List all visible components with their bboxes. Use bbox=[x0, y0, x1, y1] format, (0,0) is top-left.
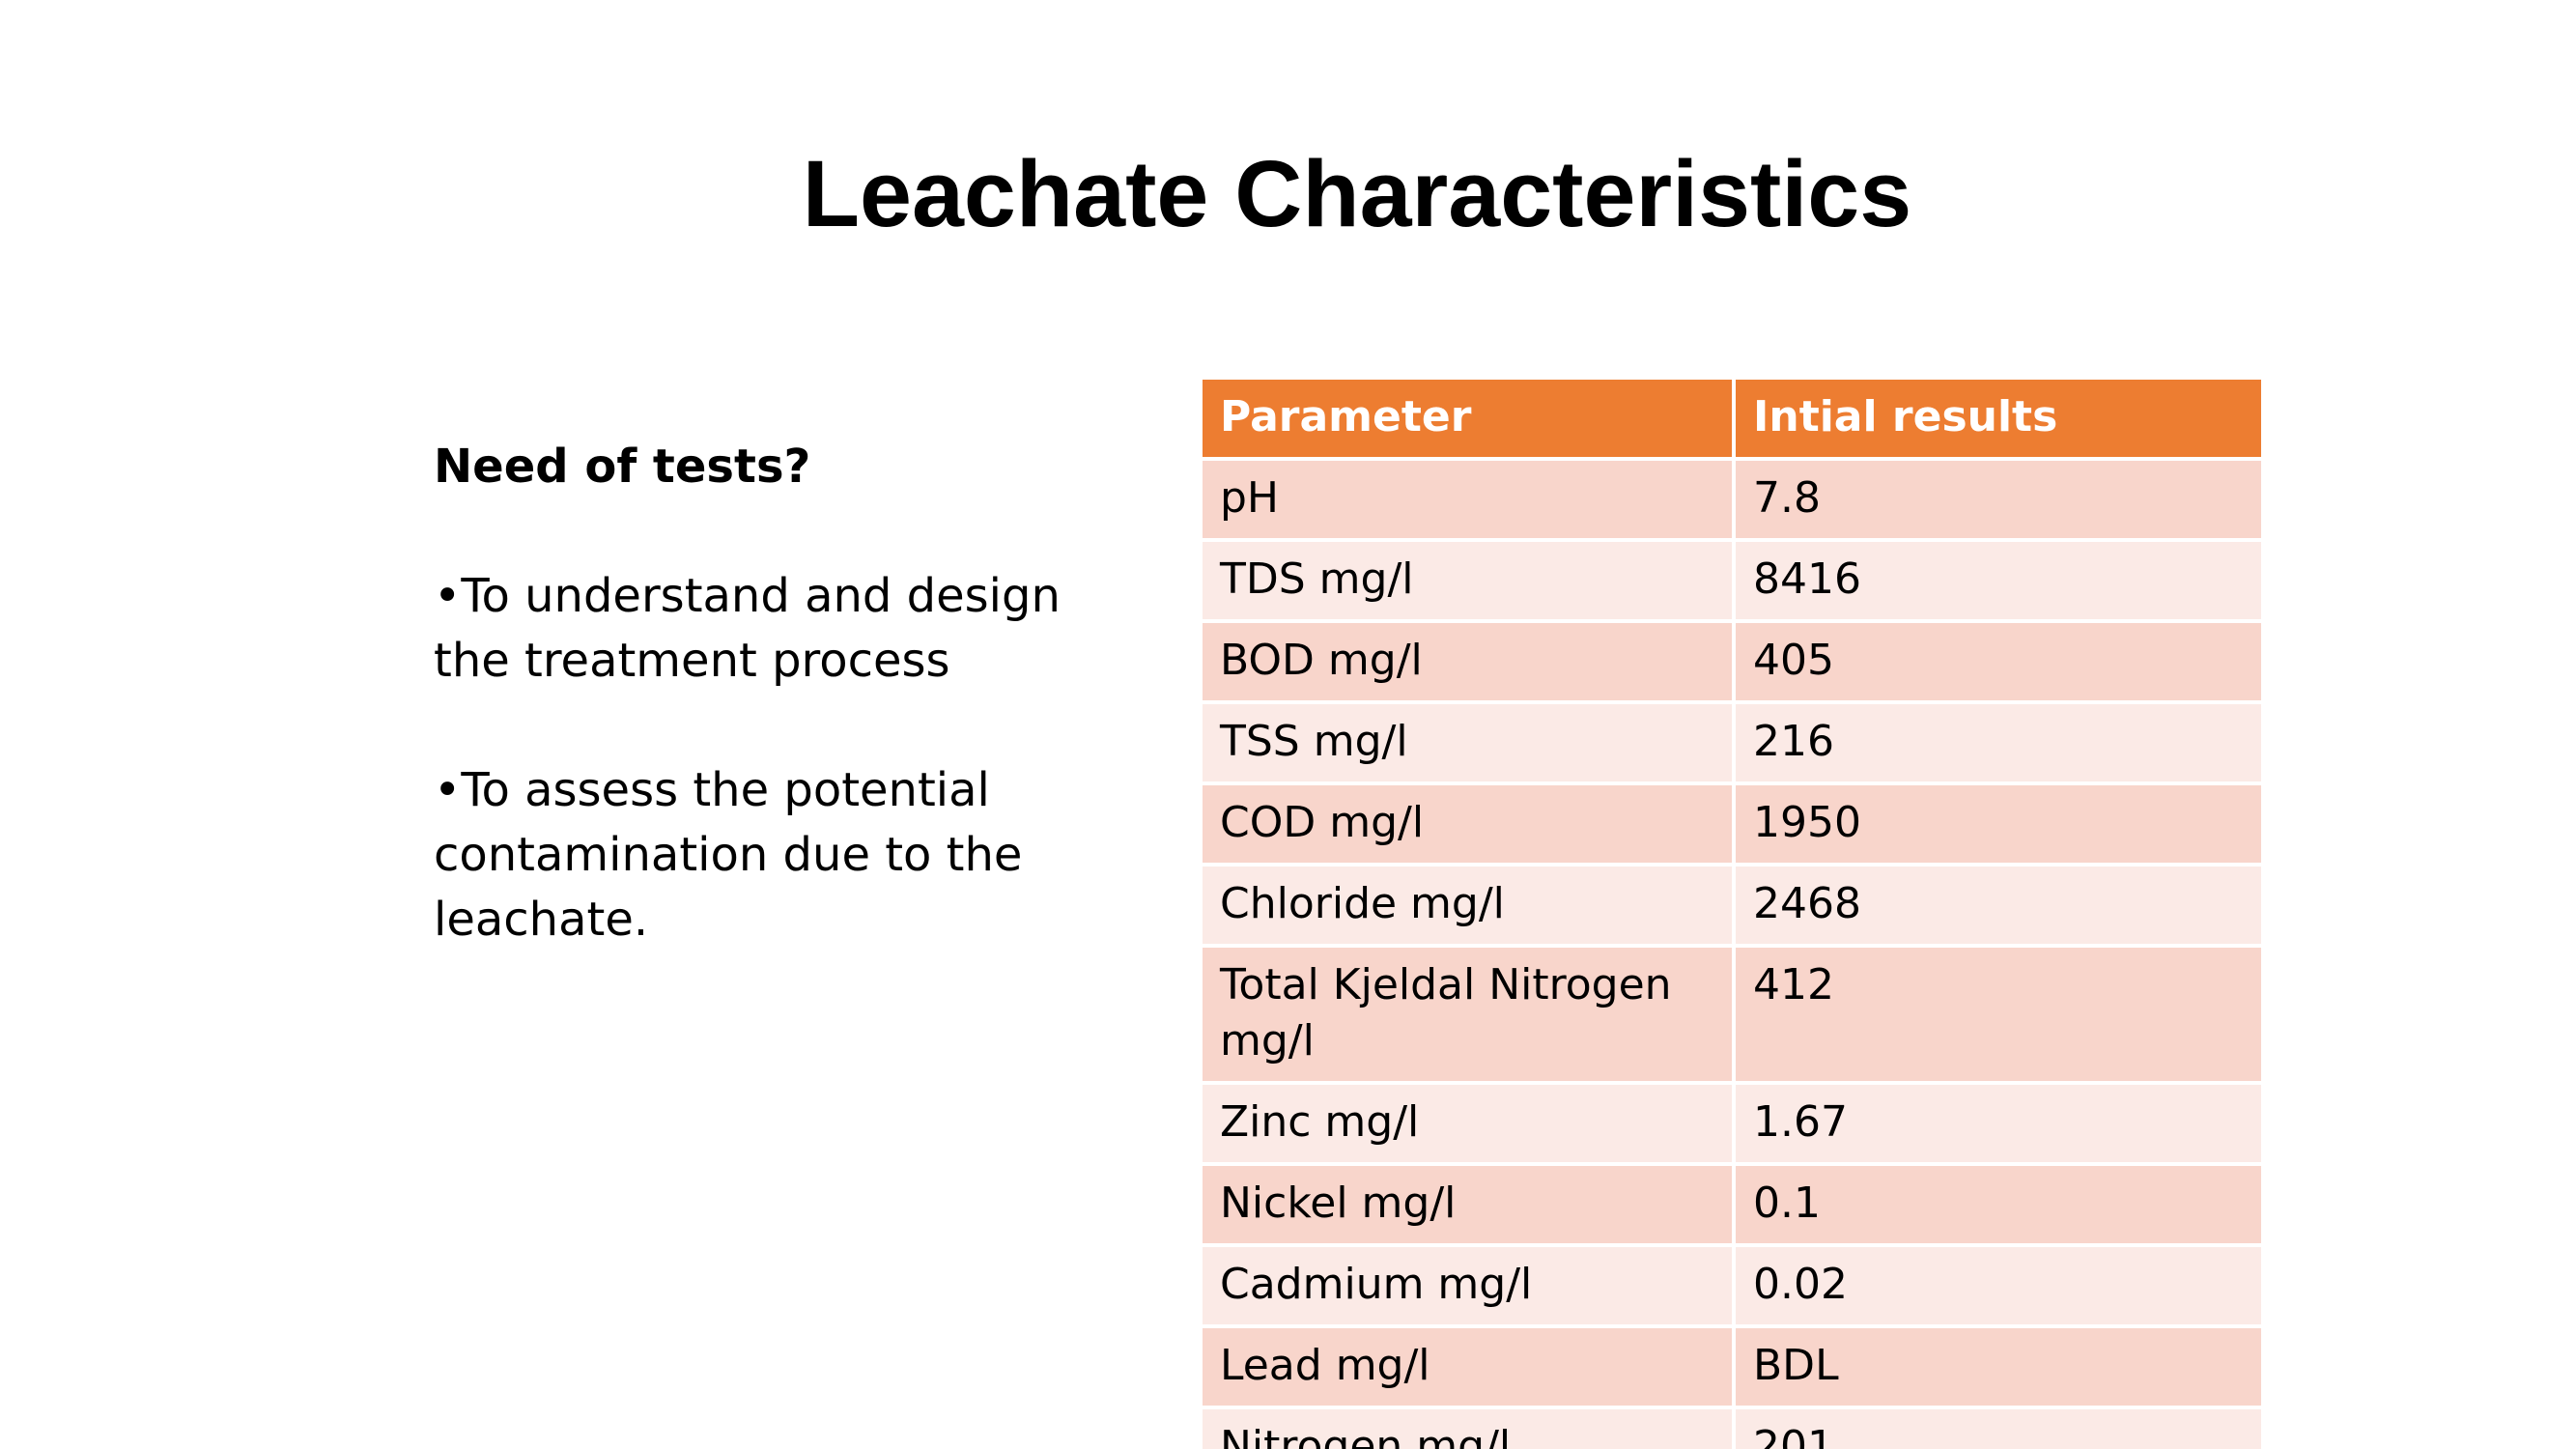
table-row: TDS mg/l 8416 bbox=[1199, 538, 2265, 623]
result-cell: 1.67 bbox=[1732, 1081, 2265, 1166]
result-cell: 7.8 bbox=[1732, 457, 2265, 542]
bullet-item: •To assess the potential contamination d… bbox=[434, 763, 1023, 947]
result-cell: 216 bbox=[1732, 700, 2265, 785]
table-row: Zinc mg/l 1.67 bbox=[1199, 1081, 2265, 1166]
table-row: Chloride mg/l 2468 bbox=[1199, 863, 2265, 948]
parameter-cell: Nickel mg/l bbox=[1199, 1162, 1736, 1247]
table-row: Total Kjeldal Nitrogen mg/l 412 bbox=[1199, 944, 2265, 1085]
result-cell: 201 bbox=[1732, 1406, 2265, 1449]
parameter-cell: COD mg/l bbox=[1199, 781, 1736, 867]
result-cell: 0.02 bbox=[1732, 1243, 2265, 1328]
table-row: COD mg/l 1950 bbox=[1199, 781, 2265, 867]
result-cell: 412 bbox=[1732, 944, 2265, 1085]
parameter-cell: Total Kjeldal Nitrogen mg/l bbox=[1199, 944, 1736, 1085]
slide-title: Leachate Characteristics bbox=[802, 141, 1912, 246]
text-heading: Need of tests? bbox=[434, 440, 811, 494]
result-cell: 405 bbox=[1732, 619, 2265, 704]
parameter-cell: TDS mg/l bbox=[1199, 538, 1736, 623]
parameter-cell: Zinc mg/l bbox=[1199, 1081, 1736, 1166]
column-header-parameter: Parameter bbox=[1199, 376, 1736, 461]
table-row: Lead mg/l BDL bbox=[1199, 1324, 2265, 1409]
table-row: Nitrogen mg/l 201 bbox=[1199, 1406, 2265, 1449]
parameter-cell: Lead mg/l bbox=[1199, 1324, 1736, 1409]
parameter-cell: TSS mg/l bbox=[1199, 700, 1736, 785]
result-cell: 1950 bbox=[1732, 781, 2265, 867]
result-cell: 2468 bbox=[1732, 863, 2265, 948]
parameter-cell: Nitrogen mg/l bbox=[1199, 1406, 1736, 1449]
result-cell: BDL bbox=[1732, 1324, 2265, 1409]
parameter-cell: pH bbox=[1199, 457, 1736, 542]
result-cell: 8416 bbox=[1732, 538, 2265, 623]
parameter-cell: BOD mg/l bbox=[1199, 619, 1736, 704]
table-row: Nickel mg/l 0.1 bbox=[1199, 1162, 2265, 1247]
text-panel: Need of tests? •To understand and design… bbox=[434, 435, 1129, 1017]
parameter-cell: Chloride mg/l bbox=[1199, 863, 1736, 948]
table-header-row: Parameter Intial results bbox=[1199, 376, 2265, 461]
bullet-item: •To understand and design the treatment … bbox=[434, 569, 1061, 688]
table-row: Cadmium mg/l 0.02 bbox=[1199, 1243, 2265, 1328]
result-cell: 0.1 bbox=[1732, 1162, 2265, 1247]
table-row: BOD mg/l 405 bbox=[1199, 619, 2265, 704]
table-row: pH 7.8 bbox=[1199, 457, 2265, 542]
parameter-cell: Cadmium mg/l bbox=[1199, 1243, 1736, 1328]
column-header-results: Intial results bbox=[1732, 376, 2265, 461]
results-table: Parameter Intial results pH 7.8 TDS mg/l… bbox=[1199, 376, 2265, 1449]
table-row: TSS mg/l 216 bbox=[1199, 700, 2265, 785]
